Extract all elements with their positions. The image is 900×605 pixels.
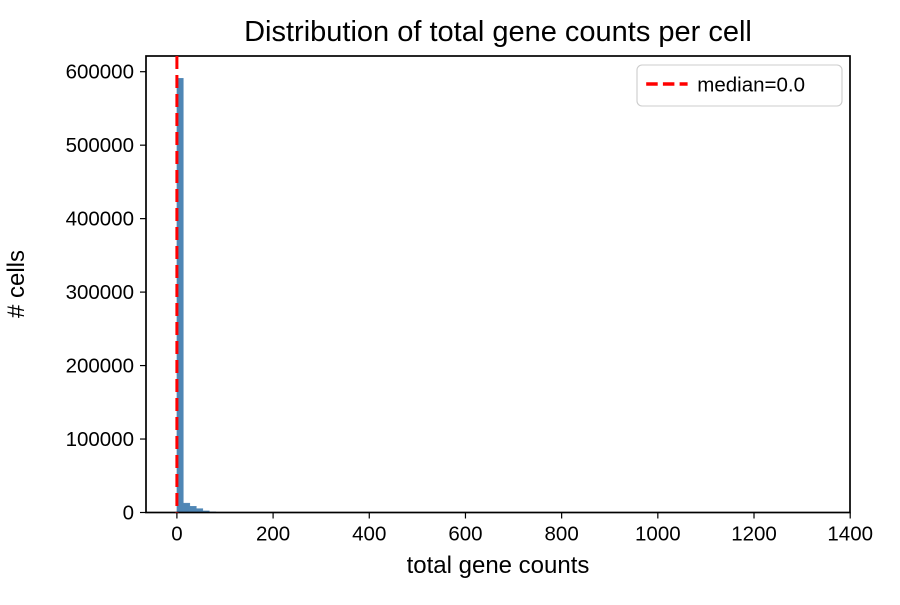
svg-text:500000: 500000 [66,134,134,157]
svg-text:# cells: # cells [3,250,30,318]
svg-text:0: 0 [171,523,182,546]
svg-text:median=0.0: median=0.0 [697,73,805,96]
svg-text:800: 800 [545,523,579,546]
svg-text:1400: 1400 [827,523,873,546]
svg-text:Distribution of total gene cou: Distribution of total gene counts per ce… [244,16,752,48]
svg-text:1200: 1200 [731,523,777,546]
svg-text:200000: 200000 [66,355,134,378]
svg-text:400000: 400000 [66,208,134,231]
svg-text:300000: 300000 [66,281,134,304]
svg-text:400: 400 [352,523,386,546]
svg-text:100000: 100000 [66,428,134,451]
svg-text:0: 0 [123,502,134,525]
svg-text:600: 600 [448,523,482,546]
svg-text:600000: 600000 [66,61,134,84]
svg-text:total gene counts: total gene counts [407,552,590,579]
svg-text:200: 200 [256,523,290,546]
svg-text:1000: 1000 [635,523,681,546]
